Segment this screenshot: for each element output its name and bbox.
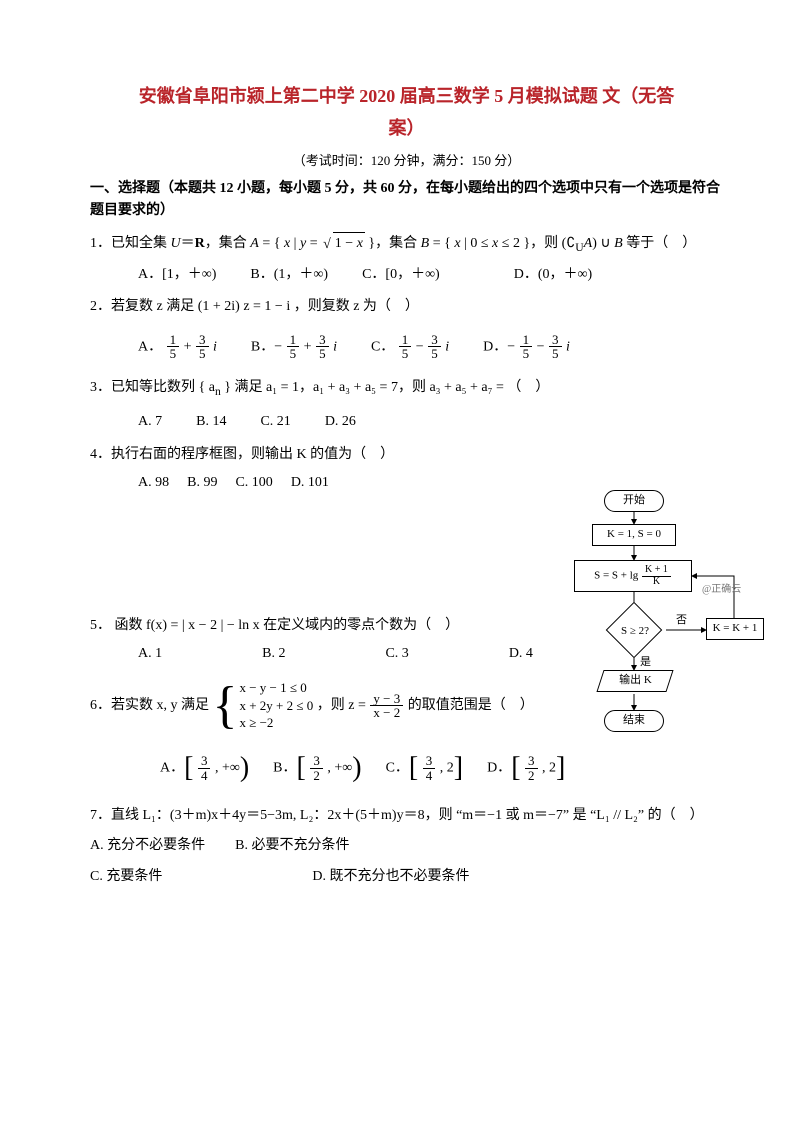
q4-opt-b: B. 99 xyxy=(187,472,217,494)
q7-opt-d: D. 既不充分也不必要条件 xyxy=(312,866,469,888)
watermark-text: @正确云 xyxy=(702,582,741,598)
exam-page: 安徽省阜阳市颍上第二中学 2020 届高三数学 5 月模拟试题 文（无答 案） … xyxy=(0,0,793,1122)
q4-opt-a: A. 98 xyxy=(138,472,169,494)
flow-decision-label: S ≥ 2? xyxy=(614,623,656,641)
flow-output: 输出 K xyxy=(596,670,673,692)
q6-opt-b: B．[ 32 , +∞) xyxy=(273,746,361,791)
exam-info: （考试时间：120 分钟，满分：150 分） xyxy=(90,151,723,172)
q1-opt-b: B．(1，＋∞) xyxy=(250,264,328,286)
q7-options-row2: C. 充要条件 D. 既不充分也不必要条件 xyxy=(90,866,723,888)
flow-no-label: 否 xyxy=(676,612,687,630)
flow-increment: K = K + 1 xyxy=(706,618,764,640)
q2-opt-b: B．− 15 + 35 i xyxy=(251,333,337,361)
q2-options: A． 15 + 35 i B．− 15 + 35 i C． 15 − 35 i xyxy=(90,333,723,361)
q5-opt-b: B. 2 xyxy=(262,643,285,665)
question-3: 3．已知等比数列 { an } 满足 a₁ = 1，a₁ + a₃ + a₅ =… xyxy=(90,377,723,434)
q7-opt-b: B. 必要不充分条件 xyxy=(235,835,349,857)
q1-opt-a: A．[1，＋∞) xyxy=(138,264,216,286)
title-line-2: 案） xyxy=(90,112,723,144)
q2-opt-d: D．− 15 − 35 i xyxy=(483,333,570,361)
question-7: 7．直线 L₁：(3＋m)x＋4y＝5−3m, L₂：2x＋(5＋m)y＝8，则… xyxy=(90,805,723,888)
q4-opt-c: C. 100 xyxy=(235,472,272,494)
flow-assign: S = S + lg K + 1K xyxy=(574,560,692,592)
flow-init: K = 1, S = 0 xyxy=(592,524,676,546)
q4-opt-d: D. 101 xyxy=(291,472,329,494)
q2-opt-a: A． 15 + 35 i xyxy=(138,333,217,361)
q5-opt-d: D. 4 xyxy=(509,643,533,665)
q3-opt-b: B. 14 xyxy=(196,411,226,433)
q1-opt-c: C．[0，＋∞) xyxy=(362,264,440,286)
q5-stem: 5． 函数 f(x) = | x − 2 | − ln x 在定义域内的零点个数… xyxy=(90,618,459,633)
section-1-heading: 一、选择题（本题共 12 小题，每小题 5 分，共 60 分，在每小题给出的四个… xyxy=(90,178,723,223)
question-4: 4．执行右面的程序框图，则输出 K 的值为（ ） A. 98 B. 99 C. … xyxy=(90,444,723,495)
flow-start: 开始 xyxy=(604,490,664,512)
q6-opt-c: C．[ 34 , 2] xyxy=(386,746,464,791)
q3-opt-d: D. 26 xyxy=(325,411,356,433)
q2-stem: 2．若复数 z 满足 (1 + 2i) z = 1 − i ，则复数 z 为（ … xyxy=(90,299,419,314)
title-line-1: 安徽省阜阳市颍上第二中学 2020 届高三数学 5 月模拟试题 文（无答 xyxy=(90,80,723,112)
q1-stem: 1．已知全集 U＝R，集合 A = { x | y = 1 − x }，集合 B… xyxy=(90,236,696,251)
q7-options-row1: A. 充分不必要条件 B. 必要不充分条件 xyxy=(90,835,723,857)
q1-options: A．[1，＋∞) B．(1，＋∞) C．[0，＋∞) D．(0，＋∞) xyxy=(90,264,723,286)
flow-yes-label: 是 xyxy=(640,654,651,672)
q1-opt-d: D．(0，＋∞) xyxy=(514,264,592,286)
q6-stem: 6．若实数 x, y 满足 { x − y − 1 ≤ 0 x + 2y + 2… xyxy=(90,698,534,713)
q7-opt-c: C. 充要条件 xyxy=(90,866,162,888)
q3-options: A. 7 B. 14 C. 21 D. 26 xyxy=(90,411,723,433)
q6-opt-a: A．[ 34 , +∞) xyxy=(160,746,249,791)
flowchart: 开始 K = 1, S = 0 S = S + lg K + 1K S ≥ 2?… xyxy=(544,490,769,750)
q4-stem: 4．执行右面的程序框图，则输出 K 的值为（ ） xyxy=(90,447,394,462)
q7-stem: 7．直线 L₁：(3＋m)x＋4y＝5−3m, L₂：2x＋(5＋m)y＝8，则… xyxy=(90,808,704,823)
q7-opt-a: A. 充分不必要条件 xyxy=(90,835,205,857)
question-2: 2．若复数 z 满足 (1 + 2i) z = 1 − i ，则复数 z 为（ … xyxy=(90,296,723,361)
flow-end: 结束 xyxy=(604,710,664,732)
q3-stem: 3．已知等比数列 { an } 满足 a₁ = 1，a₁ + a₃ + a₅ =… xyxy=(90,380,549,395)
q2-opt-c: C． 15 − 35 i xyxy=(371,333,449,361)
q5-opt-c: C. 3 xyxy=(385,643,408,665)
q6-options: A．[ 34 , +∞) B．[ 32 , +∞) C．[ 34 , 2] D．… xyxy=(90,746,723,791)
q3-opt-a: A. 7 xyxy=(138,411,162,433)
page-title: 安徽省阜阳市颍上第二中学 2020 届高三数学 5 月模拟试题 文（无答 案） xyxy=(90,80,723,145)
q6-opt-d: D．[ 32 , 2] xyxy=(487,746,565,791)
question-1: 1．已知全集 U＝R，集合 A = { x | y = 1 − x }，集合 B… xyxy=(90,232,723,286)
q5-opt-a: A. 1 xyxy=(138,643,162,665)
q3-opt-c: C. 21 xyxy=(260,411,290,433)
